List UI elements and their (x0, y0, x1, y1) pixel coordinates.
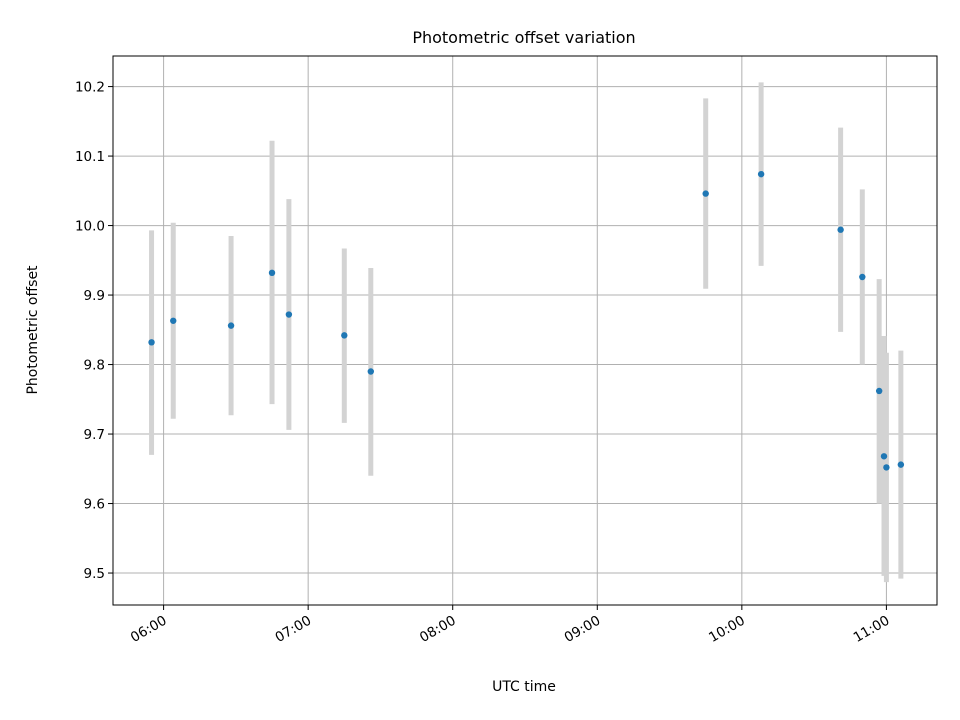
data-point (285, 311, 293, 318)
x-axis-label: UTC time (492, 679, 556, 695)
y-tick-label: 9.6 (84, 497, 105, 513)
y-tick-label: 9.8 (84, 358, 105, 374)
data-point (859, 273, 866, 281)
y-tick-label: 10.1 (75, 149, 105, 165)
data-point (837, 226, 844, 233)
data-point (702, 190, 709, 197)
y-axis: 9.5 9.6 9.7 9.8 9.9 10.0 10.1 10.2 (75, 80, 113, 582)
data-point (883, 464, 890, 471)
data-point (268, 269, 276, 277)
data-point (875, 387, 883, 395)
data-point (880, 453, 888, 460)
y-tick-label: 9.7 (84, 427, 105, 443)
y-axis-label: Photometric offset (25, 265, 41, 395)
data-point (757, 170, 765, 178)
grid-lines (113, 56, 937, 605)
data-points (148, 170, 905, 471)
plot-frame (112, 55, 938, 606)
data-point (341, 332, 348, 339)
y-tick-label: 9.5 (84, 566, 105, 582)
data-point (897, 461, 905, 468)
data-point (227, 322, 235, 329)
y-tick-label: 9.9 (84, 288, 105, 304)
data-point (170, 317, 177, 324)
data-point (148, 339, 155, 346)
chart-title: Photometric offset variation (412, 28, 635, 47)
data-point (367, 368, 375, 375)
y-tick-label: 10.2 (75, 80, 105, 96)
y-tick-label: 10.0 (75, 219, 105, 235)
